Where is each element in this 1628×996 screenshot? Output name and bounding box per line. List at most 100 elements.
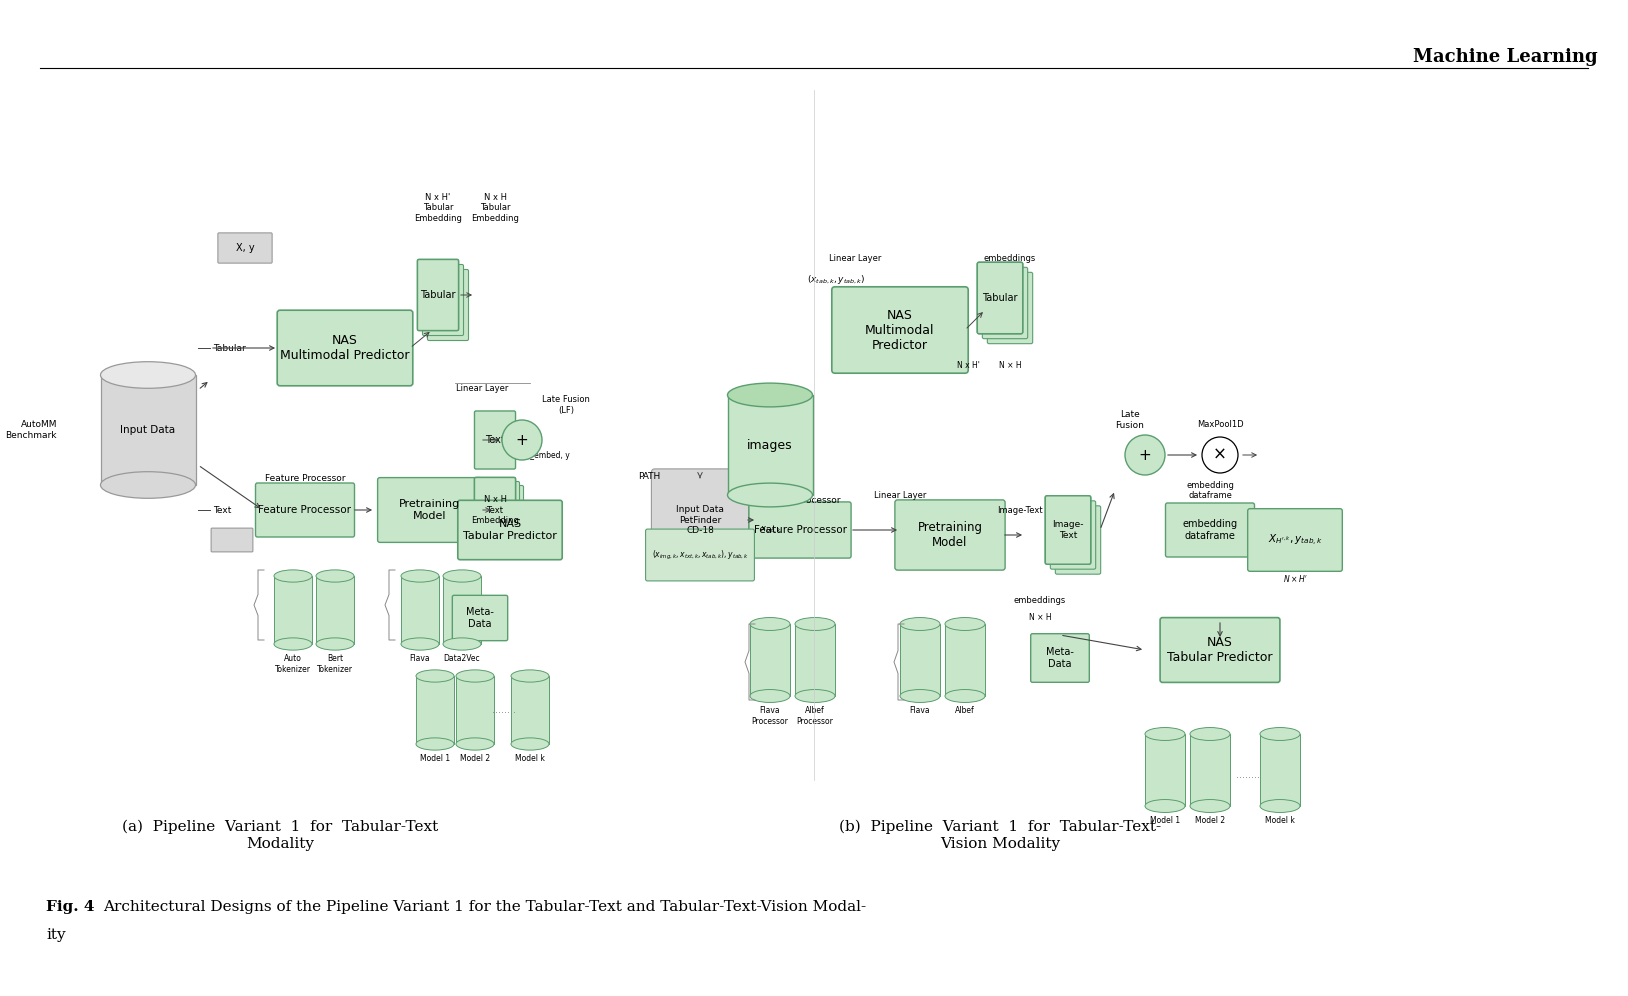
Ellipse shape [900, 689, 939, 702]
FancyBboxPatch shape [474, 477, 516, 543]
Text: Model 1: Model 1 [420, 754, 449, 763]
Text: N x H
Tabular
Embedding: N x H Tabular Embedding [470, 193, 519, 223]
Ellipse shape [944, 689, 985, 702]
FancyBboxPatch shape [277, 310, 414, 385]
Text: Tabular: Tabular [982, 293, 1018, 303]
FancyBboxPatch shape [474, 477, 516, 543]
Text: (a)  Pipeline  Variant  1  for  Tabular-Text
Modality: (a) Pipeline Variant 1 for Tabular-Text … [122, 820, 438, 851]
FancyBboxPatch shape [977, 262, 1022, 334]
Text: $x_{txt,k}$: $x_{txt,k}$ [760, 525, 781, 535]
Text: +: + [1138, 447, 1151, 462]
Text: NAS
Tabular Predictor: NAS Tabular Predictor [462, 519, 557, 541]
Text: Tabular: Tabular [213, 344, 246, 353]
Text: Linear Layer: Linear Layer [456, 383, 508, 392]
FancyBboxPatch shape [977, 262, 1022, 334]
Text: Late Fusion
(LF): Late Fusion (LF) [542, 395, 589, 414]
Bar [794, 624, 835, 696]
Bar [751, 624, 790, 696]
Text: Model k: Model k [1265, 817, 1294, 826]
Text: ity: ity [46, 928, 65, 942]
Ellipse shape [417, 670, 454, 682]
Text: N × H: N × H [1029, 613, 1052, 622]
Text: ........: ........ [1236, 770, 1260, 780]
Text: Meta-
Data: Meta- Data [466, 608, 493, 628]
Text: Fig. 4: Fig. 4 [46, 900, 94, 914]
Text: Albef
Processor: Albef Processor [796, 706, 834, 726]
Circle shape [1125, 435, 1166, 475]
Text: N × H: N × H [998, 361, 1021, 370]
FancyBboxPatch shape [417, 260, 459, 331]
Text: Flava: Flava [410, 654, 430, 663]
Text: Auto
Tokenizer: Auto Tokenizer [275, 654, 311, 673]
Text: Text: Text [485, 435, 505, 445]
Ellipse shape [728, 483, 812, 507]
Bar [316, 576, 353, 644]
Bar [443, 576, 480, 644]
Text: NAS
Multimodal Predictor: NAS Multimodal Predictor [280, 334, 410, 362]
Text: NAS
Tabular Predictor: NAS Tabular Predictor [1167, 636, 1273, 664]
FancyBboxPatch shape [457, 500, 562, 560]
Text: +: + [516, 432, 529, 447]
FancyBboxPatch shape [453, 596, 508, 640]
FancyBboxPatch shape [1045, 496, 1091, 564]
FancyBboxPatch shape [1050, 501, 1096, 569]
FancyBboxPatch shape [428, 270, 469, 341]
Text: Model 1: Model 1 [1149, 817, 1180, 826]
Ellipse shape [1144, 727, 1185, 740]
FancyBboxPatch shape [479, 481, 519, 547]
Text: images: images [747, 438, 793, 451]
Bar [511, 676, 549, 744]
Text: Late
Fusion: Late Fusion [1115, 410, 1144, 429]
FancyBboxPatch shape [982, 267, 1027, 339]
Ellipse shape [101, 472, 195, 498]
FancyBboxPatch shape [832, 287, 969, 374]
Ellipse shape [1144, 800, 1185, 813]
Text: PATH: PATH [638, 471, 661, 480]
Text: Feature Processor: Feature Processor [265, 474, 345, 483]
FancyBboxPatch shape [474, 477, 516, 543]
Text: Data2Vec: Data2Vec [444, 654, 480, 663]
Ellipse shape [511, 738, 549, 750]
FancyBboxPatch shape [474, 411, 516, 469]
Text: ........: ........ [492, 705, 516, 715]
FancyBboxPatch shape [482, 485, 524, 551]
Ellipse shape [1190, 727, 1231, 740]
Text: embeddings: embeddings [983, 254, 1035, 263]
Text: Model k: Model k [514, 754, 545, 763]
Text: Pretraining
Model: Pretraining Model [399, 499, 461, 521]
Ellipse shape [794, 689, 835, 702]
Bar [456, 676, 493, 744]
Ellipse shape [443, 570, 480, 582]
Text: NAS
Multimodal
Predictor: NAS Multimodal Predictor [864, 309, 934, 352]
Circle shape [501, 420, 542, 460]
FancyBboxPatch shape [378, 478, 482, 543]
Text: Image-
Text: Image- Text [1052, 520, 1084, 540]
Text: $X_{H'^{,k}}, y_{tab,k}$: $X_{H'^{,k}}, y_{tab,k}$ [1268, 533, 1322, 548]
Text: X, y: X, y [236, 243, 254, 253]
Text: embedding
dataframe: embedding dataframe [1182, 519, 1237, 541]
Ellipse shape [944, 618, 985, 630]
Ellipse shape [1260, 727, 1301, 740]
FancyBboxPatch shape [1161, 618, 1280, 682]
Ellipse shape [728, 383, 812, 407]
FancyBboxPatch shape [977, 262, 1022, 334]
Ellipse shape [900, 618, 939, 630]
Text: Feature Processor: Feature Processor [754, 525, 847, 535]
Ellipse shape [443, 637, 480, 650]
Text: $(x_{tab,k}, y_{tab,k})$: $(x_{tab,k}, y_{tab,k})$ [807, 274, 864, 287]
Bar [400, 576, 440, 644]
FancyBboxPatch shape [256, 483, 355, 537]
Ellipse shape [101, 362, 195, 388]
Text: X_embed, y: X_embed, y [524, 450, 570, 459]
Ellipse shape [456, 738, 493, 750]
FancyBboxPatch shape [895, 500, 1004, 570]
Text: $x_{img,k}$: $x_{img,k}$ [773, 484, 798, 496]
Text: N x H'
Tabular
Embedding: N x H' Tabular Embedding [414, 193, 462, 223]
Text: Feature Processor: Feature Processor [760, 496, 840, 505]
Text: $N \times H'$: $N \times H'$ [1283, 573, 1307, 584]
Bar [274, 576, 313, 644]
Text: Flava: Flava [910, 706, 930, 715]
Text: $(x_{img,k}, x_{txt,k}, x_{tab,k}), y_{tab,k}$: $(x_{img,k}, x_{txt,k}, x_{tab,k}), y_{t… [651, 549, 749, 562]
Ellipse shape [456, 670, 493, 682]
Text: Meta-
Data: Meta- Data [1047, 647, 1074, 668]
